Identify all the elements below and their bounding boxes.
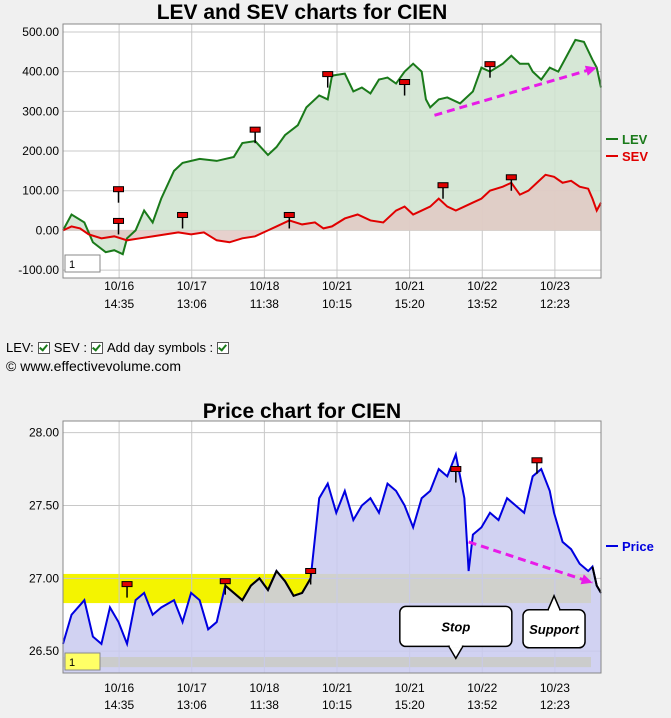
- x-tick-time: 13:52: [467, 698, 497, 712]
- series-line-sev: [62, 173, 602, 244]
- legend-label-sev: SEV: [622, 149, 648, 164]
- y-tick-label: 200.00: [22, 144, 59, 158]
- day-marker: [531, 457, 543, 464]
- y-tick-label: 28.00: [29, 426, 59, 440]
- series-line-lev: [62, 38, 602, 256]
- series-area-sev: [63, 174, 601, 243]
- series-line-price: [62, 450, 602, 648]
- x-tick-time: 14:35: [104, 297, 134, 311]
- y-tick-label: -100.00: [18, 263, 59, 277]
- price-chart: Price chart for CIEN 28.00 27.50 27.00 26.50…: [29, 400, 654, 712]
- y-tick-label: 26.50: [29, 644, 59, 658]
- zoom-input-value: 1: [69, 657, 75, 669]
- legend-label-lev: LEV: [622, 132, 648, 147]
- x-tick-time: 11:38: [250, 297, 279, 311]
- trend-arrow-line: [468, 540, 593, 585]
- day-marker: [113, 217, 125, 224]
- x-tick-time: 14:35: [104, 698, 134, 712]
- x-tick-time: 12:23: [540, 698, 570, 712]
- day-marker: [484, 61, 496, 68]
- y-tick-label: 300.00: [22, 104, 59, 118]
- x-tick-date: 10/17: [177, 279, 207, 293]
- day-marker: [437, 182, 449, 189]
- zoom-input[interactable]: [64, 652, 101, 671]
- chart-controls: LEV: SEV : Add day symbols :: [6, 340, 233, 355]
- zoom-input-value: 1: [69, 259, 75, 271]
- day-symbols-checkbox[interactable]: [217, 341, 230, 354]
- plot-border: [62, 23, 602, 279]
- x-tick-date: 10/21: [395, 681, 425, 695]
- x-tick-date: 10/23: [540, 279, 570, 293]
- y-tick-label: 0.00: [36, 223, 60, 237]
- x-tick-date: 10/17: [177, 681, 207, 695]
- x-tick-time: 13:06: [177, 698, 207, 712]
- series-line-black-segment: [224, 569, 312, 602]
- day-marker: [305, 567, 317, 574]
- day-marker: [177, 211, 189, 218]
- trend-arrow-line: [434, 66, 598, 117]
- x-tick-time: 10:15: [322, 698, 352, 712]
- y-tick-label: 100.00: [22, 184, 59, 198]
- day-marker: [505, 174, 517, 181]
- y-tick-label: 27.50: [29, 498, 59, 512]
- sev-checkbox[interactable]: [90, 341, 103, 354]
- chart-title: Price chart for CIEN: [203, 400, 401, 423]
- lev-sev-chart: LEV and SEV charts for CIEN 500.00 400.00 3…: [18, 1, 648, 311]
- copyright-text: © www.effectivevolume.com: [6, 358, 182, 374]
- day-marker: [249, 126, 261, 133]
- x-tick-date: 10/18: [249, 681, 279, 695]
- x-tick-date: 10/21: [322, 681, 352, 695]
- x-tick-date: 10/22: [467, 681, 497, 695]
- x-tick-time: 13:06: [177, 297, 207, 311]
- y-tick-label: 500.00: [22, 25, 59, 39]
- x-tick-time: 15:20: [395, 698, 425, 712]
- lev-checkbox[interactable]: [37, 341, 50, 354]
- x-tick-time: 12:23: [540, 297, 570, 311]
- callout-text: Support: [529, 622, 579, 637]
- trend-arrow-head: [584, 65, 597, 76]
- x-tick-date: 10/16: [104, 279, 134, 293]
- x-tick-date: 10/21: [322, 279, 352, 293]
- day-marker: [283, 211, 295, 218]
- x-tick-time: 11:38: [250, 698, 279, 712]
- x-tick-date: 10/16: [104, 681, 134, 695]
- y-tick-label: 400.00: [22, 65, 59, 79]
- day-marker: [219, 578, 231, 585]
- day-marker: [399, 79, 411, 86]
- series-area-lev: [63, 39, 601, 255]
- legend-label-price: Price: [622, 539, 654, 554]
- lev-label: LEV:: [6, 340, 34, 355]
- trend-arrow-head: [580, 574, 593, 585]
- chart-title: LEV and SEV charts for CIEN: [157, 1, 448, 24]
- callout-text: Stop: [441, 619, 470, 634]
- x-tick-time: 15:20: [395, 297, 425, 311]
- day-marker: [322, 71, 334, 78]
- y-tick-label: 27.00: [29, 571, 59, 585]
- zoom-input[interactable]: [64, 254, 101, 273]
- plot-border: [62, 420, 602, 674]
- x-tick-date: 10/23: [540, 681, 570, 695]
- x-tick-date: 10/18: [249, 279, 279, 293]
- sev-label: SEV :: [53, 340, 87, 355]
- x-tick-time: 10:15: [322, 297, 352, 311]
- day-marker: [121, 581, 133, 588]
- day-marker: [113, 186, 125, 193]
- x-tick-time: 13:52: [467, 297, 497, 311]
- x-tick-date: 10/22: [467, 279, 497, 293]
- series-line-black-segment: [591, 566, 602, 594]
- x-tick-date: 10/21: [395, 279, 425, 293]
- day-marker: [450, 466, 462, 473]
- day-symbols-label: Add day symbols :: [106, 340, 214, 355]
